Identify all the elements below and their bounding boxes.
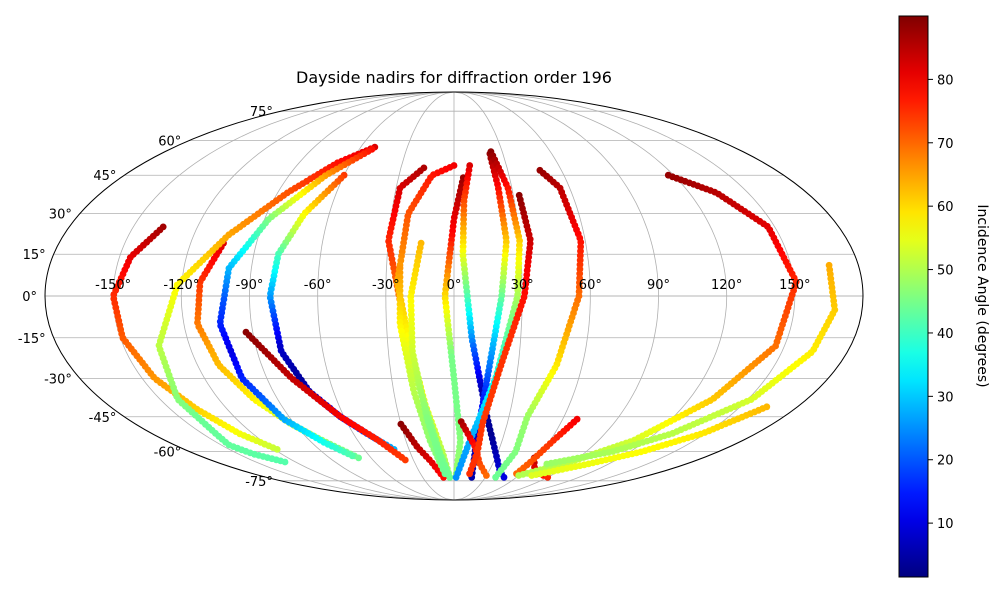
colorbar-tick-label: 70	[937, 137, 954, 152]
longitude-tick-label: 150°	[779, 278, 810, 293]
series-track	[466, 191, 534, 478]
latitude-tick-label: -45°	[89, 411, 117, 426]
colorbar-gradient	[898, 15, 929, 578]
colorbar-tick-label: 30	[937, 390, 954, 405]
latitude-tick-label: 15°	[23, 248, 46, 263]
longitude-tick-label: -150°	[95, 278, 131, 293]
data-point	[273, 446, 281, 453]
series-track	[242, 328, 409, 464]
longitude-tick-label: -120°	[163, 278, 199, 293]
series-track	[407, 239, 449, 478]
longitude-tick-label: -60°	[304, 278, 332, 293]
series-track	[492, 166, 585, 481]
colorbar-tick-label: 80	[937, 73, 954, 88]
colorbar-tick-label: 50	[937, 264, 954, 279]
data-point	[355, 454, 362, 462]
longitude-tick-label: 120°	[711, 278, 742, 293]
series-track	[452, 148, 523, 481]
series-track	[216, 145, 376, 460]
series-track	[528, 403, 771, 479]
latitude-tick-labels: 75° 60° 45° 30° 15° 0° -15° -30° -45° -60° -75°	[18, 105, 273, 490]
data-point	[452, 473, 460, 481]
latitude-tick-label: -30°	[44, 372, 72, 387]
latitude-tick-label: -75°	[245, 475, 273, 490]
map-boundary	[44, 91, 864, 501]
data-point	[348, 452, 356, 460]
longitude-tick-label: -30°	[372, 278, 400, 293]
data-point	[528, 472, 536, 479]
series-track	[385, 164, 454, 481]
longitude-tick-label: 90°	[647, 278, 670, 293]
series-track	[441, 174, 467, 478]
data-point	[515, 472, 523, 479]
longitude-tick-label: -90°	[236, 278, 264, 293]
colorbar-tick-label: 20	[937, 454, 954, 469]
series-track	[110, 223, 281, 453]
data-point	[446, 473, 454, 481]
data-point	[401, 456, 409, 464]
longitude-tick-labels: -150° -120° -90° -60° -30° 0° 30° 60° 90° 120° 150…	[95, 278, 810, 293]
graticule-grid	[45, 92, 863, 500]
series-track	[155, 143, 379, 466]
series-track	[515, 171, 800, 479]
longitude-tick-label: 0°	[447, 278, 462, 293]
latitude-tick-label: 60°	[158, 134, 181, 149]
latitude-tick-label: 75°	[250, 105, 273, 120]
longitude-tick-label: 60°	[579, 278, 602, 293]
data-point	[483, 472, 490, 479]
colorbar: 10 20 30 40 50 60 70 80 Incidence Angle (degree…	[898, 15, 990, 578]
colorbar-label: Incidence Angle (degrees)	[974, 204, 990, 387]
data-point	[281, 458, 289, 466]
data-points	[110, 143, 839, 481]
data-point	[543, 460, 551, 468]
data-point	[441, 470, 449, 478]
colorbar-tick-label: 60	[937, 200, 954, 215]
longitude-tick-label: 30°	[511, 278, 534, 293]
latitude-tick-label: -15°	[18, 332, 46, 347]
data-point	[492, 473, 499, 481]
data-point	[466, 470, 473, 478]
latitude-tick-label: -60°	[154, 446, 182, 461]
latitude-tick-label: 45°	[93, 169, 116, 184]
colorbar-tick-label: 40	[937, 327, 954, 342]
latitude-tick-label: 30°	[49, 208, 72, 223]
chart-title: Dayside nadirs for diffraction order 196	[296, 68, 612, 87]
colorbar-tick-label: 10	[937, 517, 954, 532]
latitude-tick-label: 0°	[22, 290, 37, 305]
series-track	[543, 261, 839, 468]
colorbar-ticks: 10 20 30 40 50 60 70 80	[928, 73, 954, 532]
data-point	[500, 473, 508, 481]
